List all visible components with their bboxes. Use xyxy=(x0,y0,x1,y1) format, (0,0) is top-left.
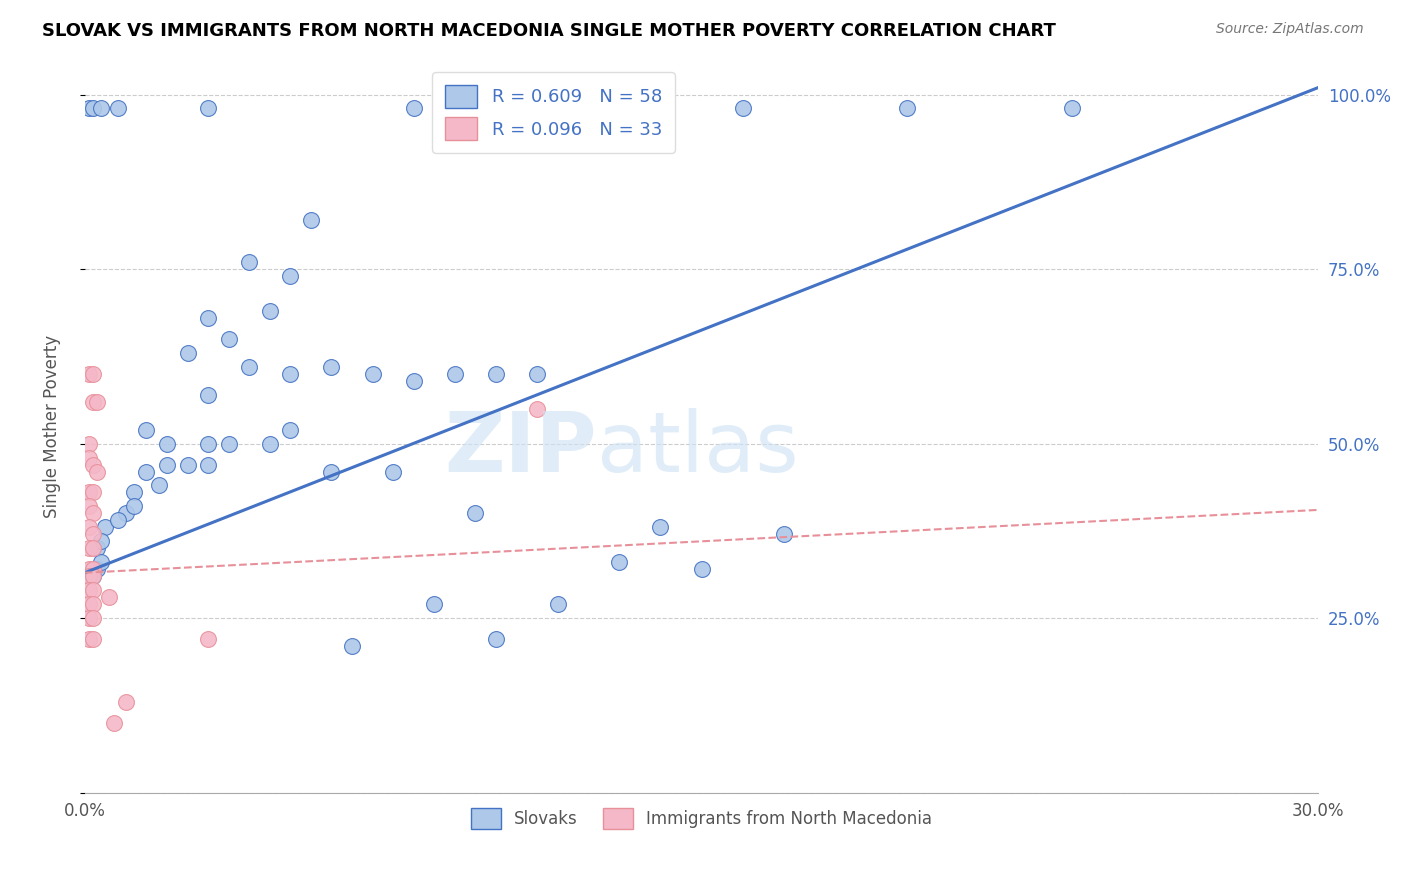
Point xyxy=(77,632,100,646)
Point xyxy=(82,507,104,521)
Point xyxy=(77,611,100,625)
Point xyxy=(77,520,100,534)
Text: atlas: atlas xyxy=(596,408,799,489)
Point xyxy=(82,367,104,381)
Point xyxy=(156,436,179,450)
Point xyxy=(77,450,100,465)
Point xyxy=(607,555,630,569)
Point xyxy=(82,458,104,472)
Point xyxy=(90,102,112,116)
Point xyxy=(197,632,219,646)
Point xyxy=(340,639,363,653)
Point xyxy=(82,102,104,116)
Point xyxy=(176,346,198,360)
Point xyxy=(321,465,343,479)
Point xyxy=(135,465,157,479)
Point xyxy=(107,102,129,116)
Point xyxy=(197,310,219,325)
Point xyxy=(423,597,446,611)
Point xyxy=(77,569,100,583)
Point xyxy=(77,562,100,576)
Point xyxy=(1060,102,1083,116)
Point xyxy=(731,102,754,116)
Point xyxy=(197,436,219,450)
Text: SLOVAK VS IMMIGRANTS FROM NORTH MACEDONIA SINGLE MOTHER POVERTY CORRELATION CHAR: SLOVAK VS IMMIGRANTS FROM NORTH MACEDONI… xyxy=(42,22,1056,40)
Point xyxy=(86,541,108,556)
Point xyxy=(103,715,125,730)
Point xyxy=(82,541,104,556)
Point xyxy=(278,268,301,283)
Point xyxy=(86,562,108,576)
Point xyxy=(77,102,100,116)
Text: Source: ZipAtlas.com: Source: ZipAtlas.com xyxy=(1216,22,1364,37)
Point xyxy=(135,423,157,437)
Point xyxy=(259,436,281,450)
Point xyxy=(77,500,100,514)
Point xyxy=(278,367,301,381)
Point xyxy=(82,485,104,500)
Point xyxy=(259,304,281,318)
Point xyxy=(485,632,508,646)
Point xyxy=(197,102,219,116)
Point xyxy=(90,555,112,569)
Point xyxy=(218,332,240,346)
Point xyxy=(82,632,104,646)
Point xyxy=(218,436,240,450)
Point xyxy=(122,500,145,514)
Point xyxy=(321,359,343,374)
Point xyxy=(98,590,121,604)
Point xyxy=(82,527,104,541)
Point xyxy=(176,458,198,472)
Point xyxy=(485,367,508,381)
Point xyxy=(107,513,129,527)
Point xyxy=(82,583,104,598)
Legend: Slovaks, Immigrants from North Macedonia: Slovaks, Immigrants from North Macedonia xyxy=(464,801,939,836)
Point xyxy=(82,562,104,576)
Point xyxy=(278,423,301,437)
Point xyxy=(82,569,104,583)
Point xyxy=(90,534,112,549)
Point xyxy=(361,367,384,381)
Point xyxy=(148,478,170,492)
Point xyxy=(115,507,138,521)
Point xyxy=(772,527,794,541)
Y-axis label: Single Mother Poverty: Single Mother Poverty xyxy=(44,334,60,517)
Text: ZIP: ZIP xyxy=(444,408,596,489)
Point xyxy=(526,401,548,416)
Point xyxy=(94,520,117,534)
Point xyxy=(77,485,100,500)
Point xyxy=(77,541,100,556)
Point xyxy=(402,374,425,388)
Point xyxy=(464,507,486,521)
Point xyxy=(82,597,104,611)
Point xyxy=(197,458,219,472)
Point xyxy=(86,465,108,479)
Point xyxy=(547,597,569,611)
Point xyxy=(443,367,465,381)
Point xyxy=(402,102,425,116)
Point xyxy=(690,562,713,576)
Point xyxy=(86,394,108,409)
Point xyxy=(115,695,138,709)
Point xyxy=(82,394,104,409)
Point xyxy=(77,583,100,598)
Point xyxy=(82,569,104,583)
Point xyxy=(77,367,100,381)
Point xyxy=(896,102,918,116)
Point xyxy=(382,465,405,479)
Point xyxy=(156,458,179,472)
Point xyxy=(299,213,322,227)
Point xyxy=(82,611,104,625)
Point xyxy=(122,485,145,500)
Point xyxy=(197,388,219,402)
Point xyxy=(650,520,672,534)
Point xyxy=(238,255,260,269)
Point xyxy=(77,597,100,611)
Point xyxy=(238,359,260,374)
Point xyxy=(526,367,548,381)
Point xyxy=(77,436,100,450)
Point xyxy=(77,569,100,583)
